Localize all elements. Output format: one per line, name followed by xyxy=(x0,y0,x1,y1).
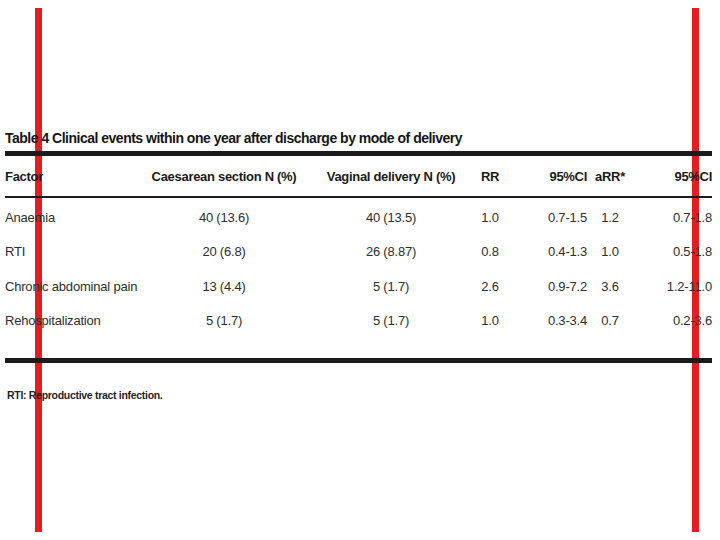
column-header-vaginal: Vaginal delivery N (%) xyxy=(303,169,479,184)
column-header-caesarean: Caesarean section N (%) xyxy=(145,169,303,184)
column-header-arr: aRR* xyxy=(593,169,627,184)
arr-value-cell: 3.6 xyxy=(593,279,627,294)
table-row: Rehospitalization 5 (1.7) 5 (1.7) 1.0 0.… xyxy=(5,304,712,339)
table-footnote: RTI: Reproductive tract infection. xyxy=(7,389,712,401)
ci-value-cell: 0.9-7.2 xyxy=(501,279,593,294)
slide-canvas: Table 4 Clinical events within one year … xyxy=(0,0,720,540)
aci-value-cell: 1.2-11.0 xyxy=(627,279,712,294)
factor-cell: Chronic abdominal pain xyxy=(5,279,145,294)
column-header-factor: Factor xyxy=(5,169,145,184)
table-rule-bottom xyxy=(5,358,712,363)
table-row: Chronic abdominal pain 13 (4.4) 5 (1.7) … xyxy=(5,269,712,304)
column-header-rr: RR xyxy=(479,169,501,184)
caesarean-value-cell: 20 (6.8) xyxy=(145,244,303,259)
caesarean-value-cell: 13 (4.4) xyxy=(145,279,303,294)
ci-value-cell: 0.7-1.5 xyxy=(501,210,593,225)
column-header-aci: 95%CI xyxy=(627,169,712,184)
ci-value-cell: 0.4-1.3 xyxy=(501,244,593,259)
arr-value-cell: 0.7 xyxy=(593,313,627,328)
table-title: Table 4 Clinical events within one year … xyxy=(5,128,712,148)
rr-value-cell: 0.8 xyxy=(479,244,501,259)
aci-value-cell: 0.7-1.8 xyxy=(627,210,712,225)
clinical-events-table: Table 4 Clinical events within one year … xyxy=(5,128,712,401)
table-row: Anaemia 40 (13.6) 40 (13.5) 1.0 0.7-1.5 … xyxy=(5,200,712,235)
table-body: Anaemia 40 (13.6) 40 (13.5) 1.0 0.7-1.5 … xyxy=(5,198,712,338)
factor-cell: Anaemia xyxy=(5,210,145,225)
table-header-row: Factor Caesarean section N (%) Vaginal d… xyxy=(5,156,712,196)
rr-value-cell: 1.0 xyxy=(479,210,501,225)
rr-value-cell: 2.6 xyxy=(479,279,501,294)
vaginal-value-cell: 5 (1.7) xyxy=(303,279,479,294)
arr-value-cell: 1.0 xyxy=(593,244,627,259)
caesarean-value-cell: 40 (13.6) xyxy=(145,210,303,225)
factor-cell: RTI xyxy=(5,244,145,259)
table-row: RTI 20 (6.8) 26 (8.87) 0.8 0.4-1.3 1.0 0… xyxy=(5,235,712,270)
caesarean-value-cell: 5 (1.7) xyxy=(145,313,303,328)
ci-value-cell: 0.3-3.4 xyxy=(501,313,593,328)
vaginal-value-cell: 5 (1.7) xyxy=(303,313,479,328)
column-header-ci: 95%CI xyxy=(501,169,593,184)
arr-value-cell: 1.2 xyxy=(593,210,627,225)
aci-value-cell: 0.5-1.8 xyxy=(627,244,712,259)
rr-value-cell: 1.0 xyxy=(479,313,501,328)
factor-cell: Rehospitalization xyxy=(5,313,145,328)
vaginal-value-cell: 26 (8.87) xyxy=(303,244,479,259)
vaginal-value-cell: 40 (13.5) xyxy=(303,210,479,225)
aci-value-cell: 0.2-3.6 xyxy=(627,313,712,328)
